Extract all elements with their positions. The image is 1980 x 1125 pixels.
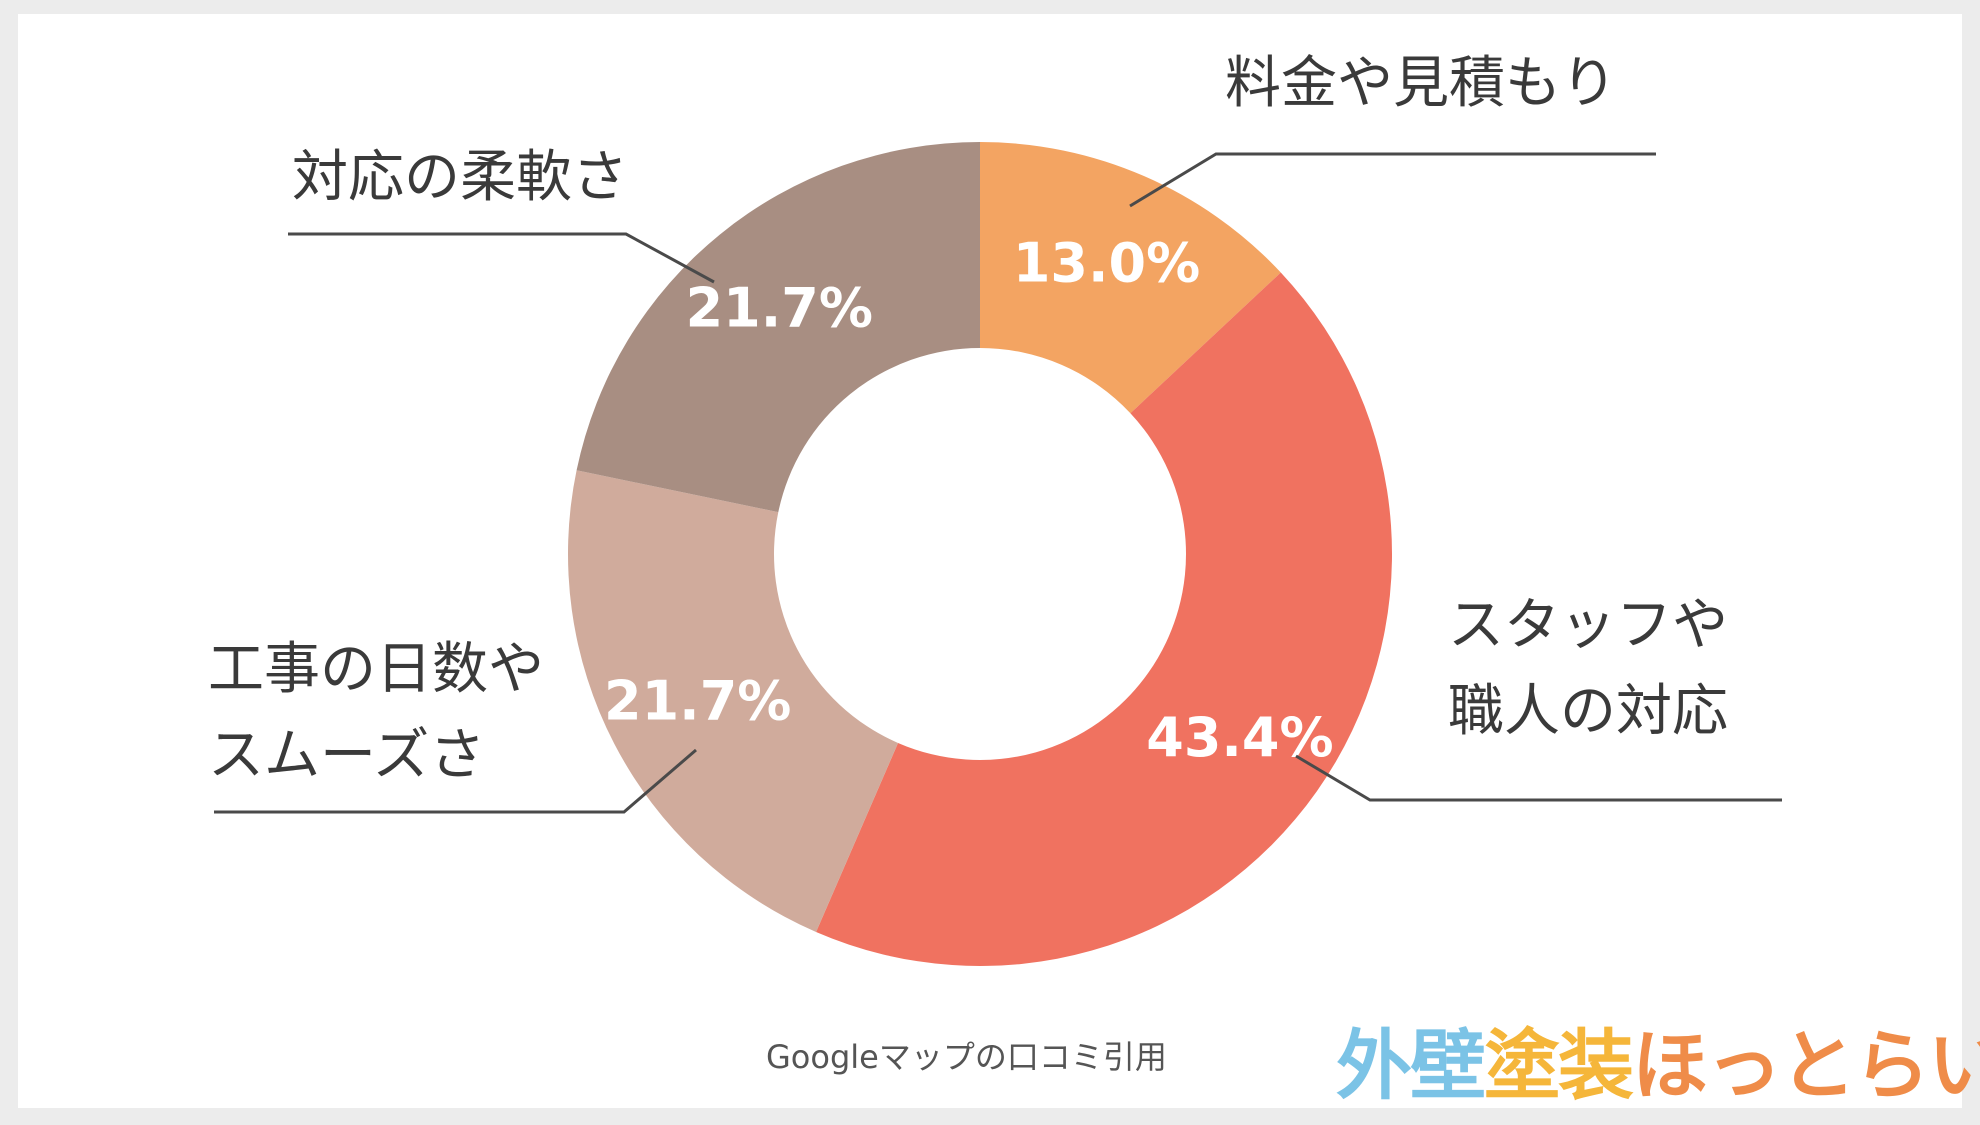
brand-logo-part2: 塗装 [1484, 1021, 1634, 1110]
leader-line-2 [1295, 754, 1782, 802]
brand-logo-part1: 外壁 [1336, 1021, 1486, 1110]
leader-line-3 [214, 748, 697, 814]
chart-panel: 13.0% 料金や見積もり 43.4% スタッフや職人の対応 21.7% 工事の日数や スム… [18, 14, 1980, 1110]
slice-value-label-1: 13.0% [1013, 231, 1200, 294]
donut-slice-1 [980, 142, 1281, 414]
slice-value-label-4: 21.7% [686, 276, 873, 339]
brand-logo: 外壁塗装ほっとらいん [1336, 1004, 1980, 1114]
donut-slice-2 [816, 272, 1392, 967]
slice-category-label-1-line-1: 料金や見積もり [1225, 51, 1617, 116]
slice-category-label-2-line-2: 職人の対応 [1448, 679, 1728, 744]
slice-category-label-3-line-1: 工事の日数や [208, 637, 544, 702]
donut-slice-4 [576, 142, 980, 513]
slice-category-label-3-line-2: スムーズさ [208, 723, 485, 788]
leader-line-1 [1129, 152, 1656, 208]
slice-category-label-4-line-1: 対応の柔軟さ [292, 145, 628, 210]
slice-category-label-2-line-1: スタッフや [1448, 593, 1728, 658]
slice-value-label-2: 43.4% [1146, 706, 1333, 769]
source-note: Googleマップの口コミ引用 [766, 1038, 1167, 1076]
leader-line-4 [288, 232, 715, 284]
brand-logo-part3: ほっとらいん [1632, 1021, 1980, 1110]
donut-slice-3 [568, 470, 899, 932]
slice-value-label-3: 21.7% [604, 669, 791, 732]
